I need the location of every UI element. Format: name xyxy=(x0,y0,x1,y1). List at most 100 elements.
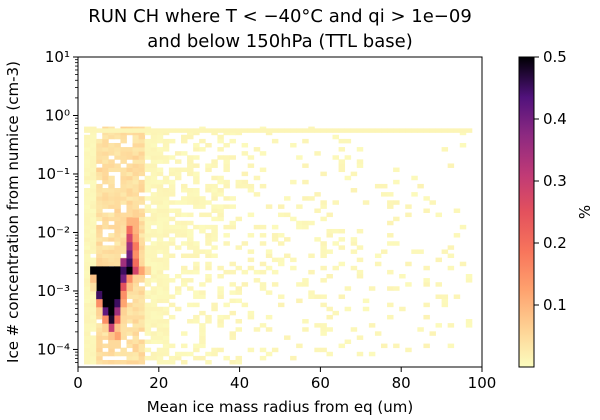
heatmap-cell-background xyxy=(162,142,170,148)
heatmap-cell-background xyxy=(138,359,146,365)
heatmap-cell-background xyxy=(302,224,309,230)
heatmap-cell-background xyxy=(168,343,176,349)
heatmap-cell-background xyxy=(223,183,230,189)
heatmap-cell-background xyxy=(138,343,146,349)
colorbar-tick-label: 0.3 xyxy=(543,172,567,190)
heatmap-cell-background xyxy=(350,241,358,246)
heatmap-cell-top-row xyxy=(356,128,364,133)
heatmap-cell-background xyxy=(120,237,127,242)
heatmap-cell-background xyxy=(120,175,127,181)
heatmap-cell-background xyxy=(156,192,164,197)
heatmap-cell-background xyxy=(168,359,176,365)
heatmap-cell-background xyxy=(84,343,91,349)
heatmap-cell-background xyxy=(211,175,218,181)
heatmap-cell-background xyxy=(144,278,152,283)
heatmap-cell-background xyxy=(108,257,115,263)
heatmap-cell-background xyxy=(199,200,206,205)
heatmap-cell-background xyxy=(193,179,200,185)
heatmap-cell-background xyxy=(259,233,267,238)
heatmap-cell-background xyxy=(150,179,158,185)
heatmap-cell-background xyxy=(138,290,146,295)
heatmap-cell-background xyxy=(441,294,449,299)
heatmap-cell-background xyxy=(338,237,346,242)
heatmap-cell-background xyxy=(90,188,97,193)
heatmap-cell-background xyxy=(138,167,146,173)
heatmap-cell-background xyxy=(271,233,279,238)
heatmap-cell-background xyxy=(126,314,133,320)
heatmap-cell-background xyxy=(156,147,164,152)
heatmap-cell-background xyxy=(187,241,194,246)
heatmap-cell-background xyxy=(114,130,121,136)
heatmap-cell-background xyxy=(138,355,146,361)
heatmap-cell-background xyxy=(150,208,158,213)
heatmap-cell-background xyxy=(114,351,121,357)
heatmap-cell-background xyxy=(211,253,218,259)
heatmap-cell-top-row xyxy=(126,128,133,133)
y-tick-label: 10⁻⁴ xyxy=(37,340,70,358)
heatmap-cell-background xyxy=(138,147,146,152)
heatmap-cell-background xyxy=(326,314,333,320)
heatmap-cell-background xyxy=(217,138,224,144)
heatmap-cell-background xyxy=(144,216,152,222)
heatmap-cell-background xyxy=(193,302,200,308)
heatmap-cell-top-row xyxy=(308,128,315,133)
heatmap-cell-background xyxy=(393,179,400,185)
heatmap-cell-background xyxy=(156,212,164,218)
heatmap-cell xyxy=(132,266,139,275)
heatmap-cell-background xyxy=(96,204,103,209)
heatmap-cell-background xyxy=(314,151,321,156)
heatmap-cell-background xyxy=(156,200,164,205)
heatmap-cell-background xyxy=(199,224,206,230)
heatmap-cell-background xyxy=(302,282,309,287)
heatmap-cell-background xyxy=(126,310,133,316)
heatmap-cell-background xyxy=(120,192,127,197)
x-tick-label: 40 xyxy=(230,374,249,392)
heatmap-cell-background xyxy=(90,351,97,357)
heatmap-cell-background xyxy=(144,323,152,328)
heatmap-cell-background xyxy=(326,228,333,234)
heatmap-cell-background xyxy=(168,208,176,213)
heatmap-cell-background xyxy=(174,171,182,177)
heatmap-cell-background xyxy=(187,134,194,140)
heatmap-cell-background xyxy=(168,302,176,308)
heatmap-cell-background xyxy=(156,208,164,213)
heatmap-cell-background xyxy=(84,261,91,267)
heatmap-cell-background xyxy=(102,224,109,230)
heatmap-cell-background xyxy=(132,335,139,340)
heatmap-cell-background xyxy=(453,294,461,299)
heatmap-cell-top-row xyxy=(338,128,346,133)
heatmap-cell-background xyxy=(84,142,91,148)
heatmap-cell-background xyxy=(132,290,139,295)
heatmap-cell-background xyxy=(290,216,297,222)
heatmap-cell-background xyxy=(84,286,91,291)
heatmap-cell-background xyxy=(156,310,164,316)
heatmap-cell-background xyxy=(138,216,146,222)
heatmap-cell-background xyxy=(181,220,188,226)
heatmap-cell-background xyxy=(90,323,97,328)
heatmap-cell xyxy=(114,266,121,275)
heatmap-cell xyxy=(108,315,115,325)
heatmap-cell-background xyxy=(126,306,133,312)
heatmap-cell-background xyxy=(417,327,424,332)
heatmap-cell-background xyxy=(181,233,188,238)
heatmap-cell-background xyxy=(96,224,103,230)
heatmap-cell-background xyxy=(132,343,139,349)
heatmap-cell-background xyxy=(253,224,261,230)
heatmap-cell-background xyxy=(162,147,170,152)
heatmap-cell-background xyxy=(84,151,91,156)
heatmap-cell-top-row xyxy=(156,128,164,133)
heatmap-cell-background xyxy=(84,327,91,332)
y-tick-label: 10⁻¹ xyxy=(37,165,70,183)
heatmap-cell-background xyxy=(187,192,194,197)
heatmap-cell-background xyxy=(150,306,158,312)
heatmap-cell-background xyxy=(229,155,236,160)
heatmap-cell-background xyxy=(423,302,430,308)
heatmap-cell-background xyxy=(126,331,133,336)
heatmap-cell-background xyxy=(181,253,188,259)
heatmap-cell-background xyxy=(174,159,182,164)
heatmap-cell-background xyxy=(229,138,236,144)
heatmap-cell-background xyxy=(114,134,121,140)
heatmap-cell-background xyxy=(120,224,127,230)
heatmap-cell-background xyxy=(144,237,152,242)
heatmap-cell-top-row xyxy=(405,128,412,133)
